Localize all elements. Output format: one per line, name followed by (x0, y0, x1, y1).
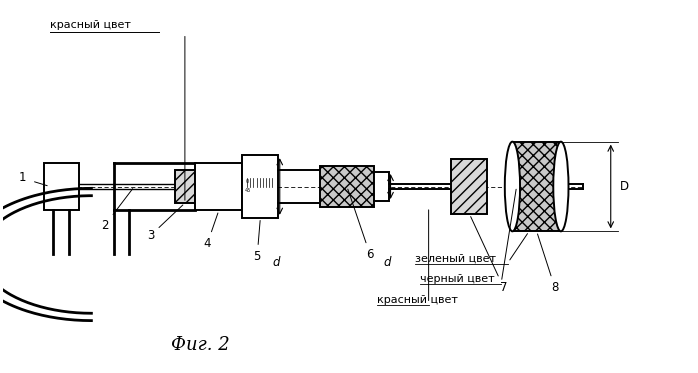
Text: Фиг. 2: Фиг. 2 (171, 336, 230, 354)
Text: 3: 3 (147, 205, 183, 242)
Text: 5: 5 (253, 220, 261, 263)
Text: черный цвет: черный цвет (420, 274, 495, 284)
Text: D: D (620, 180, 629, 193)
Bar (45, 163, 79, 210)
Bar (452, 159, 487, 214)
Text: красный цвет: красный цвет (50, 21, 131, 31)
Ellipse shape (554, 142, 568, 231)
Text: d: d (383, 256, 391, 269)
Bar (512, 142, 561, 231)
Text: 0: 0 (245, 179, 248, 184)
Text: 6: 6 (348, 189, 374, 261)
Text: 1: 1 (18, 171, 26, 184)
Text: 7: 7 (470, 217, 507, 294)
Bar (374, 172, 389, 201)
Text: 4: 4 (204, 213, 218, 250)
Bar (320, 166, 374, 207)
Ellipse shape (505, 142, 520, 231)
Text: 2: 2 (101, 189, 133, 232)
Text: d: d (272, 256, 280, 269)
Text: зеленый цвет: зеленый цвет (415, 254, 496, 264)
Bar (174, 170, 195, 203)
Bar (242, 155, 279, 218)
Text: 45: 45 (245, 188, 251, 193)
Text: 8: 8 (537, 234, 558, 294)
Bar (195, 163, 242, 210)
Text: красный цвет: красный цвет (377, 295, 458, 305)
